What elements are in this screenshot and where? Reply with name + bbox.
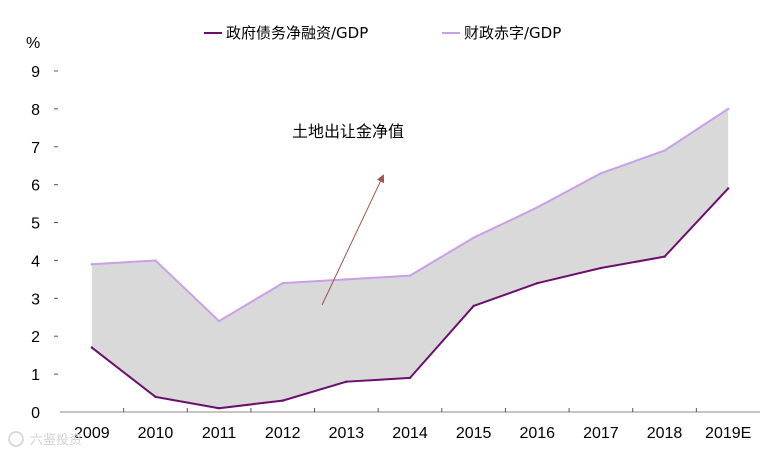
y-tick-label-9: 9 — [31, 64, 40, 81]
y-tick-label-4: 4 — [31, 253, 40, 270]
legend: 政府债务净融资/GDP 财政赤字/GDP — [204, 24, 561, 42]
data-point-s0-2017 — [599, 266, 603, 270]
y-tick-label-6: 6 — [31, 178, 40, 195]
watermark-text: 六鉴投资 — [30, 432, 82, 448]
legend-label-deficit: 财政赤字/GDP — [464, 24, 561, 42]
series-lines — [90, 107, 730, 410]
data-point-s1-2015 — [472, 236, 475, 239]
x-tick-label-2012: 2012 — [265, 425, 301, 442]
fill-between-area — [91, 108, 729, 409]
x-tick-label-2017: 2017 — [583, 425, 619, 442]
x-tick-label-2011: 2011 — [202, 425, 237, 442]
data-point-s1-2009 — [90, 263, 94, 266]
data-point-s0-2016 — [536, 281, 539, 285]
x-tick-label-2019E: 2019E — [705, 425, 751, 442]
x-tick-label-2010: 2010 — [138, 425, 174, 442]
y-tick-label-2: 2 — [31, 329, 40, 346]
x-tick-label-2018: 2018 — [647, 425, 683, 442]
legend-label-debt: 政府债务净融资/GDP — [226, 24, 368, 42]
data-point-s0-2019E — [726, 187, 730, 190]
data-point-s1-2012 — [281, 281, 284, 285]
annotation-arrow — [321, 174, 385, 306]
data-point-s0-2013 — [345, 380, 348, 383]
data-point-s1-2018 — [663, 149, 666, 152]
data-point-s0-2010 — [154, 395, 157, 399]
x-tick-label-2009: 2009 — [74, 425, 110, 442]
y-tick-label-7: 7 — [31, 140, 40, 157]
annotation: 土地出让金净值 — [292, 122, 404, 306]
data-point-s1-2016 — [536, 206, 539, 209]
y-axis-label: % — [26, 35, 40, 52]
y-tick-label-1: 1 — [31, 367, 40, 384]
x-tick-label-2015: 2015 — [456, 425, 492, 442]
data-point-s1-2013 — [345, 278, 348, 281]
y-tick-label-5: 5 — [31, 216, 40, 233]
watermark-logo-icon — [8, 431, 24, 447]
x-tick-label-2013: 2013 — [329, 425, 365, 442]
data-point-s0-2012 — [281, 399, 284, 402]
axes: 0 1 2 3 4 5 6 7 8 9 2009 2010 2011 2012 2013 2014 2015 20… — [31, 64, 760, 442]
watermark: 六鉴投资 — [8, 431, 82, 448]
data-point-s0-2011 — [217, 407, 221, 410]
data-point-s0-2014 — [408, 376, 412, 380]
data-point-s0-2018 — [663, 255, 666, 258]
annotation-text: 土地出让金净值 — [292, 122, 404, 141]
fill-between-region — [91, 108, 729, 409]
data-point-s1-2014 — [408, 274, 412, 277]
data-point-s1-2017 — [599, 172, 603, 175]
data-point-s1-2019E — [726, 107, 730, 111]
x-tick-label-2014: 2014 — [392, 425, 428, 442]
data-point-s1-2010 — [154, 259, 157, 262]
data-point-s0-2009 — [90, 346, 94, 349]
x-tick-label-2016: 2016 — [519, 425, 555, 442]
data-point-s0-2015 — [472, 304, 475, 308]
y-tick-label-3: 3 — [31, 291, 40, 308]
data-point-s1-2011 — [217, 319, 221, 323]
y-tick-label-0: 0 — [31, 405, 40, 422]
y-tick-label-8: 8 — [31, 102, 40, 119]
